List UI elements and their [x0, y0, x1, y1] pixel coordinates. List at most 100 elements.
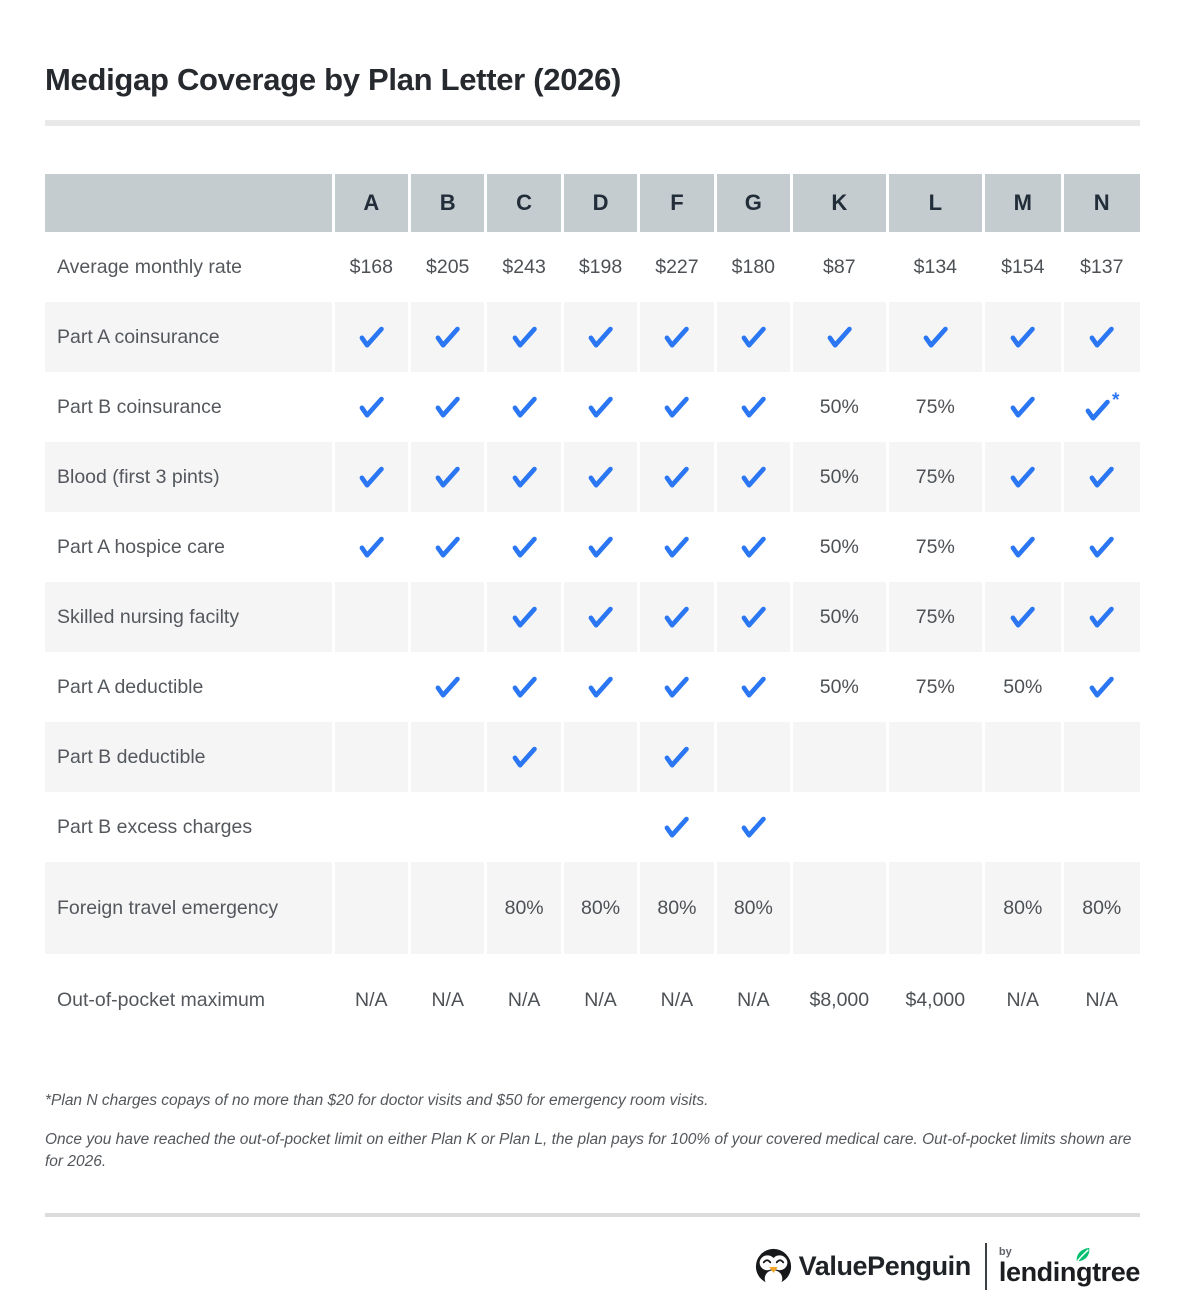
- checkmark-icon: [434, 465, 461, 488]
- row-label: Blood (first 3 pints): [45, 442, 332, 512]
- table-cell: [640, 582, 714, 652]
- checkmark-icon: [511, 465, 538, 488]
- table-cell: $154: [1001, 255, 1045, 278]
- table-cell: [716, 722, 791, 792]
- table-cell: [717, 372, 790, 442]
- table-cell: *: [1064, 372, 1141, 442]
- table-cell: $134: [913, 255, 958, 278]
- checkmark-icon: [511, 605, 538, 628]
- checkmark-icon: [511, 675, 538, 698]
- checkmark-icon: [358, 535, 385, 558]
- table-cell: [411, 442, 485, 512]
- checkmark-icon: [1009, 535, 1036, 558]
- table-cell: 50%: [819, 395, 859, 418]
- table-cell: [1064, 512, 1141, 582]
- table-cell: [888, 302, 983, 372]
- table-cell: [411, 722, 485, 792]
- table-cell: 50%: [793, 582, 886, 652]
- table-cell: 75%: [888, 582, 983, 652]
- table-cell: [717, 652, 790, 722]
- table-cell: [985, 792, 1060, 862]
- by-label: by: [998, 1245, 1012, 1258]
- table-cell: [888, 862, 983, 954]
- table-row: Part B coinsurance 50% 75% *: [45, 372, 1140, 442]
- table-cell: [793, 792, 886, 862]
- table-cell: [985, 512, 1060, 582]
- checkmark-icon: [587, 675, 614, 698]
- checkmark-icon: [1088, 605, 1115, 628]
- table-row: Out-of-pocket maximum N/A N/A N/A N/A N/A N/A $…: [45, 954, 1140, 1046]
- column-header-n: N: [1063, 174, 1140, 232]
- table-cell: [335, 512, 408, 582]
- table-cell: [985, 442, 1061, 512]
- row-label: Foreign travel emergency: [45, 862, 332, 954]
- table-cell: $137: [1080, 255, 1124, 278]
- checkmark-icon: [740, 675, 767, 698]
- valuepenguin-logo-text: ValuePenguin: [798, 1251, 972, 1281]
- column-header-g: G: [716, 174, 791, 232]
- table-cell: [335, 372, 408, 442]
- column-header-d: D: [563, 174, 638, 232]
- table-cell: [487, 302, 561, 372]
- checkmark-icon: [358, 395, 385, 418]
- row-label: Skilled nursing facilty: [45, 582, 332, 652]
- checkmark-icon: [358, 325, 385, 348]
- table-cell: [985, 582, 1061, 652]
- table-cell: [564, 792, 637, 862]
- table-cell: [888, 722, 983, 792]
- checkmark-icon: [1088, 465, 1115, 488]
- table-cell: [716, 302, 791, 372]
- table-cell: [793, 302, 886, 372]
- table-cell: 50%: [819, 535, 859, 558]
- table-row: Skilled nursing facilty 50% 75%: [45, 582, 1140, 652]
- leaf-icon: [1075, 1247, 1090, 1263]
- table-cell: [1063, 722, 1140, 792]
- footnotes: *Plan N charges copays of no more than $…: [45, 1090, 1140, 1173]
- checkmark-icon: [922, 325, 949, 348]
- table-row: Part A coinsurance: [45, 302, 1140, 372]
- table-cell: N/A: [431, 988, 464, 1011]
- table-cell: 75%: [915, 675, 955, 698]
- table-body: Average monthly rate $168 $205 $243 $198 $227…: [45, 232, 1140, 1046]
- table-cell: [334, 442, 409, 512]
- row-label: Part A deductible: [57, 675, 204, 698]
- table-cell: [411, 792, 484, 862]
- table-cell: $205: [426, 255, 470, 278]
- checkmark-icon: [740, 815, 767, 838]
- table-cell: [1063, 302, 1140, 372]
- table-cell: 75%: [888, 442, 983, 512]
- table-cell: [640, 722, 714, 792]
- table-cell: [487, 512, 560, 582]
- column-header-l: L: [888, 174, 983, 232]
- table-cell: $8,000: [809, 988, 870, 1011]
- table-cell: N/A: [737, 988, 770, 1011]
- table-cell: [335, 652, 408, 722]
- checkmark-icon: [511, 745, 538, 768]
- table-cell: [563, 582, 638, 652]
- table-cell: [487, 582, 561, 652]
- checkmark-icon: [511, 395, 538, 418]
- table-cell: 80%: [716, 862, 791, 954]
- row-label: Part B deductible: [45, 722, 332, 792]
- checkmark-icon: [663, 395, 690, 418]
- table-cell: [640, 652, 713, 722]
- table-cell: [564, 372, 637, 442]
- title-divider: [45, 120, 1140, 126]
- table-cell: N/A: [584, 988, 617, 1011]
- table-cell: N/A: [507, 988, 541, 1011]
- checkmark-icon: [434, 395, 461, 418]
- row-label: Part A hospice care: [57, 535, 226, 558]
- table-cell: 75%: [915, 395, 955, 418]
- table-cell: [487, 372, 560, 442]
- table-cell: [717, 792, 790, 862]
- checkmark-icon: [434, 325, 461, 348]
- checkmark-icon: [434, 535, 461, 558]
- table-row: Part A hospice care 50% 75%: [45, 512, 1140, 582]
- table-cell: [411, 512, 484, 582]
- checkmark-icon: [511, 535, 538, 558]
- table-cell: [487, 652, 560, 722]
- table-cell: [563, 442, 638, 512]
- table-cell: [889, 792, 983, 862]
